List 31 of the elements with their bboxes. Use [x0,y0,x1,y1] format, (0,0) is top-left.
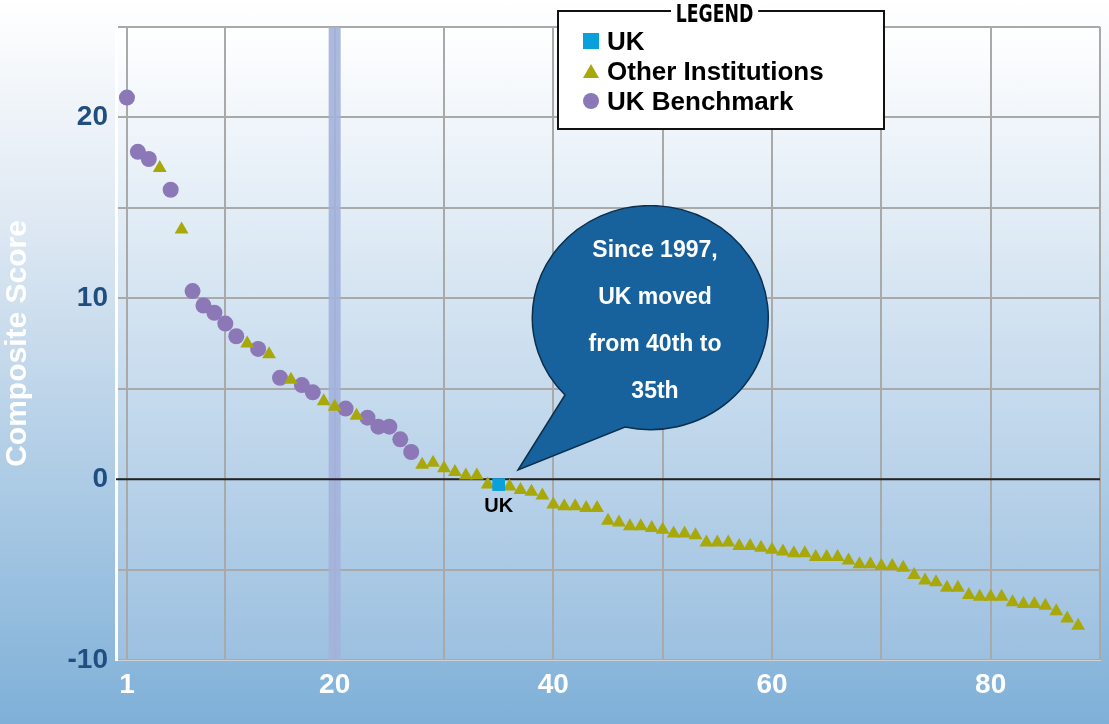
point [195,297,212,314]
legend-label: UK [607,25,645,57]
point [272,369,288,386]
x-tick-label: 20 [319,667,351,699]
legend-label: UK Benchmark [607,85,794,117]
y-tick-label: 10 [76,281,108,312]
y-tick-label: 20 [76,100,108,132]
x-tick-label: 1 [119,667,135,699]
y-tick-label: 0 [92,461,108,493]
point [492,478,506,491]
x-tick-label: 80 [975,667,1007,699]
legend-label: Other Institutions [607,55,824,87]
point [250,340,267,357]
annotation: UK [484,494,514,517]
point [304,384,321,401]
point [129,143,146,160]
point [392,431,409,448]
point [337,400,354,417]
x-tick-label: 60 [756,667,788,699]
x-tick-label: 40 [537,667,569,699]
legend-title: LEGEND [671,0,759,28]
point [184,283,201,300]
y-tick-label: -10 [67,642,108,674]
point [118,89,135,106]
point [162,181,179,198]
point [403,444,420,461]
point [228,328,245,345]
point [140,151,157,168]
point [217,315,234,332]
annotation: Since 1997, UK moved from 40th to 35th [587,235,723,405]
point [206,304,223,321]
